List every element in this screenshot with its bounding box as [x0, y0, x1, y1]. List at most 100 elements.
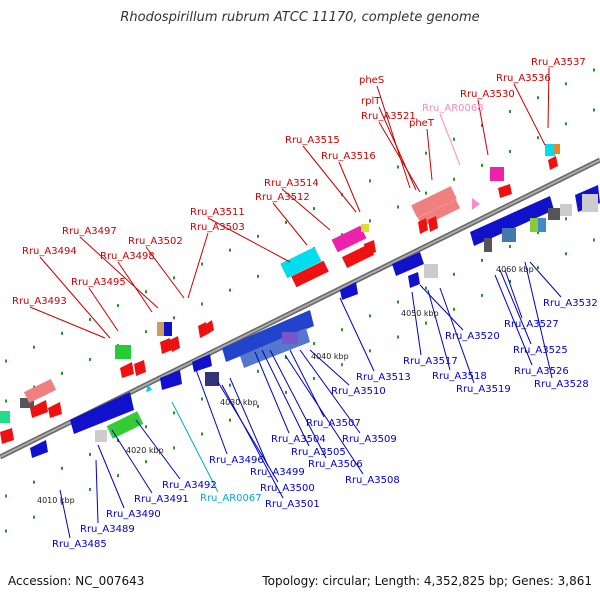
- connector-rru_a3525: [499, 269, 532, 345]
- gene-label-rru_a3512: Rru_A3512: [255, 192, 310, 203]
- guide-dot: [201, 302, 203, 306]
- tick-label: 4040 kbp: [311, 352, 349, 361]
- gene-labels: Rru_A3537 Rru_A3536 pheS Rru_A3530 rplT Rru_A…: [12, 57, 598, 550]
- topology-text: Topology: circular; Length: 4,352,825 bp…: [262, 574, 592, 588]
- gene-label-rru_a3515: Rru_A3515: [285, 135, 340, 146]
- guide-dot: [173, 446, 175, 450]
- position-ticks: 4010 kbp 4020 kbp 4030 kbp 4040 kbp 4050 kbp…: [37, 265, 534, 505]
- gene-label-rru_a3505: Rru_A3505: [291, 447, 346, 458]
- connector-rru_a3519: [439, 287, 475, 384]
- connector-rru_a3505: [261, 349, 310, 447]
- guide-dot: [537, 96, 539, 100]
- gene-label-rru_a3519: Rru_A3519: [456, 384, 511, 395]
- guide-dot: [145, 330, 147, 334]
- connector-rru_a3527: [504, 269, 523, 319]
- guide-dot: [565, 252, 567, 256]
- gene-label-rru_a3492: Rru_A3492: [162, 480, 217, 491]
- guide-dot: [33, 385, 35, 389]
- guide-dot: [453, 272, 455, 276]
- guide-dot: [369, 219, 371, 223]
- gene-label-rru_a3499: Rru_A3499: [250, 467, 305, 478]
- connector-rru_a3520: [419, 284, 464, 331]
- guide-dot: [201, 432, 203, 436]
- gene-label-rru_a3513: Rru_A3513: [356, 372, 411, 383]
- guide-dot: [397, 335, 399, 339]
- connector-rru_a3509: [299, 349, 361, 434]
- connector-rru_a3513: [339, 297, 375, 372]
- connector-rru_a3494: [39, 256, 111, 339]
- connector-rru_a3526: [494, 274, 533, 366]
- guide-dot: [285, 390, 287, 394]
- guide-dot: [369, 179, 371, 183]
- gene-label-rru_a3526: Rru_A3526: [514, 366, 569, 377]
- connector-rru_a3491: [111, 429, 153, 494]
- map-title: Rhodospirillum rubrum ATCC 11170, comple…: [120, 10, 480, 25]
- gene-label-rru_a3490: Rru_A3490: [106, 509, 161, 520]
- gene-label-rru_a3537: Rru_A3537: [531, 57, 586, 68]
- connector-rru_ar0068: [439, 113, 461, 166]
- gene-label-rru_a3506: Rru_A3506: [308, 459, 363, 470]
- guide-dot: [453, 177, 455, 181]
- connector-phes: [376, 85, 411, 189]
- tick-label: 4030 kbp: [220, 398, 258, 407]
- gene-features: [0, 144, 600, 458]
- guide-dot: [5, 399, 7, 403]
- guide-dot: [509, 245, 511, 249]
- connector-rru_a3500: [217, 381, 279, 483]
- gene-label-phes: pheS: [359, 75, 384, 86]
- gene-label-rru_a3495: Rru_A3495: [71, 277, 126, 288]
- gene-label-rru_a3514: Rru_A3514: [264, 178, 319, 189]
- guide-dot: [201, 262, 203, 266]
- gene-label-rru_a3527: Rru_A3527: [504, 319, 559, 330]
- gene-label-rru_a3521: Rru_A3521: [361, 111, 416, 122]
- gene-label-rru_a3520: Rru_A3520: [445, 331, 500, 342]
- guide-dot: [285, 220, 287, 224]
- guide-dot: [257, 369, 259, 373]
- gene-label-rru_a3528: Rru_A3528: [534, 379, 589, 390]
- gene-label-rru_a3496: Rru_A3496: [209, 455, 264, 466]
- gene-label-rplt: rplT: [361, 96, 381, 107]
- guide-dot: [537, 136, 539, 140]
- guide-dot: [537, 231, 539, 235]
- connector-rru_a3532: [529, 261, 562, 298]
- gene-label-rru_a3509: Rru_A3509: [342, 434, 397, 445]
- connector-phet: [426, 128, 433, 181]
- connector-rru_a3485: [59, 489, 71, 539]
- gene-label-rru_a3498: Rru_A3498: [100, 251, 155, 262]
- connector-rru_a3514: [281, 188, 331, 231]
- gene-label-rru_a3503: Rru_A3503: [190, 222, 245, 233]
- guide-dot: [33, 515, 35, 519]
- guide-dot: [61, 371, 63, 375]
- tick-label: 4050 kbp: [401, 309, 439, 318]
- guide-dot: [425, 321, 427, 325]
- connector-rru_a3490: [97, 444, 125, 509]
- guide-dot: [5, 529, 7, 533]
- gene-label-rru_a3532: Rru_A3532: [543, 298, 598, 309]
- guide-dot: [425, 191, 427, 195]
- connector-rru_a3510: [309, 349, 350, 386]
- gene-label-rru_a3502: Rru_A3502: [128, 236, 183, 247]
- guide-dot: [61, 501, 63, 505]
- connector-rru_a3517: [411, 291, 422, 356]
- guide-dot: [453, 137, 455, 141]
- guide-dot: [313, 207, 315, 211]
- connector-rru_a3495: [88, 287, 119, 332]
- guide-dot: [453, 307, 455, 311]
- guide-dot: [425, 151, 427, 155]
- guide-dot: [341, 328, 343, 332]
- guide-dot: [593, 68, 595, 72]
- guide-dot: [5, 494, 7, 498]
- gene-label-rru_a3500: Rru_A3500: [260, 483, 315, 494]
- gene-label-rru_a3516: Rru_A3516: [321, 151, 376, 162]
- guide-dot: [481, 163, 483, 167]
- guide-dot: [117, 304, 119, 308]
- gene-label-rru_a3525: Rru_A3525: [513, 345, 568, 356]
- connector-rru_a3497: [79, 236, 159, 309]
- guide-dot: [33, 345, 35, 349]
- guide-dot: [593, 238, 595, 242]
- gene-label-rru_a3504: Rru_A3504: [271, 434, 326, 445]
- connector-rru_a3492: [135, 419, 181, 480]
- connector-rplt: [378, 106, 417, 191]
- guide-dot: [257, 234, 259, 238]
